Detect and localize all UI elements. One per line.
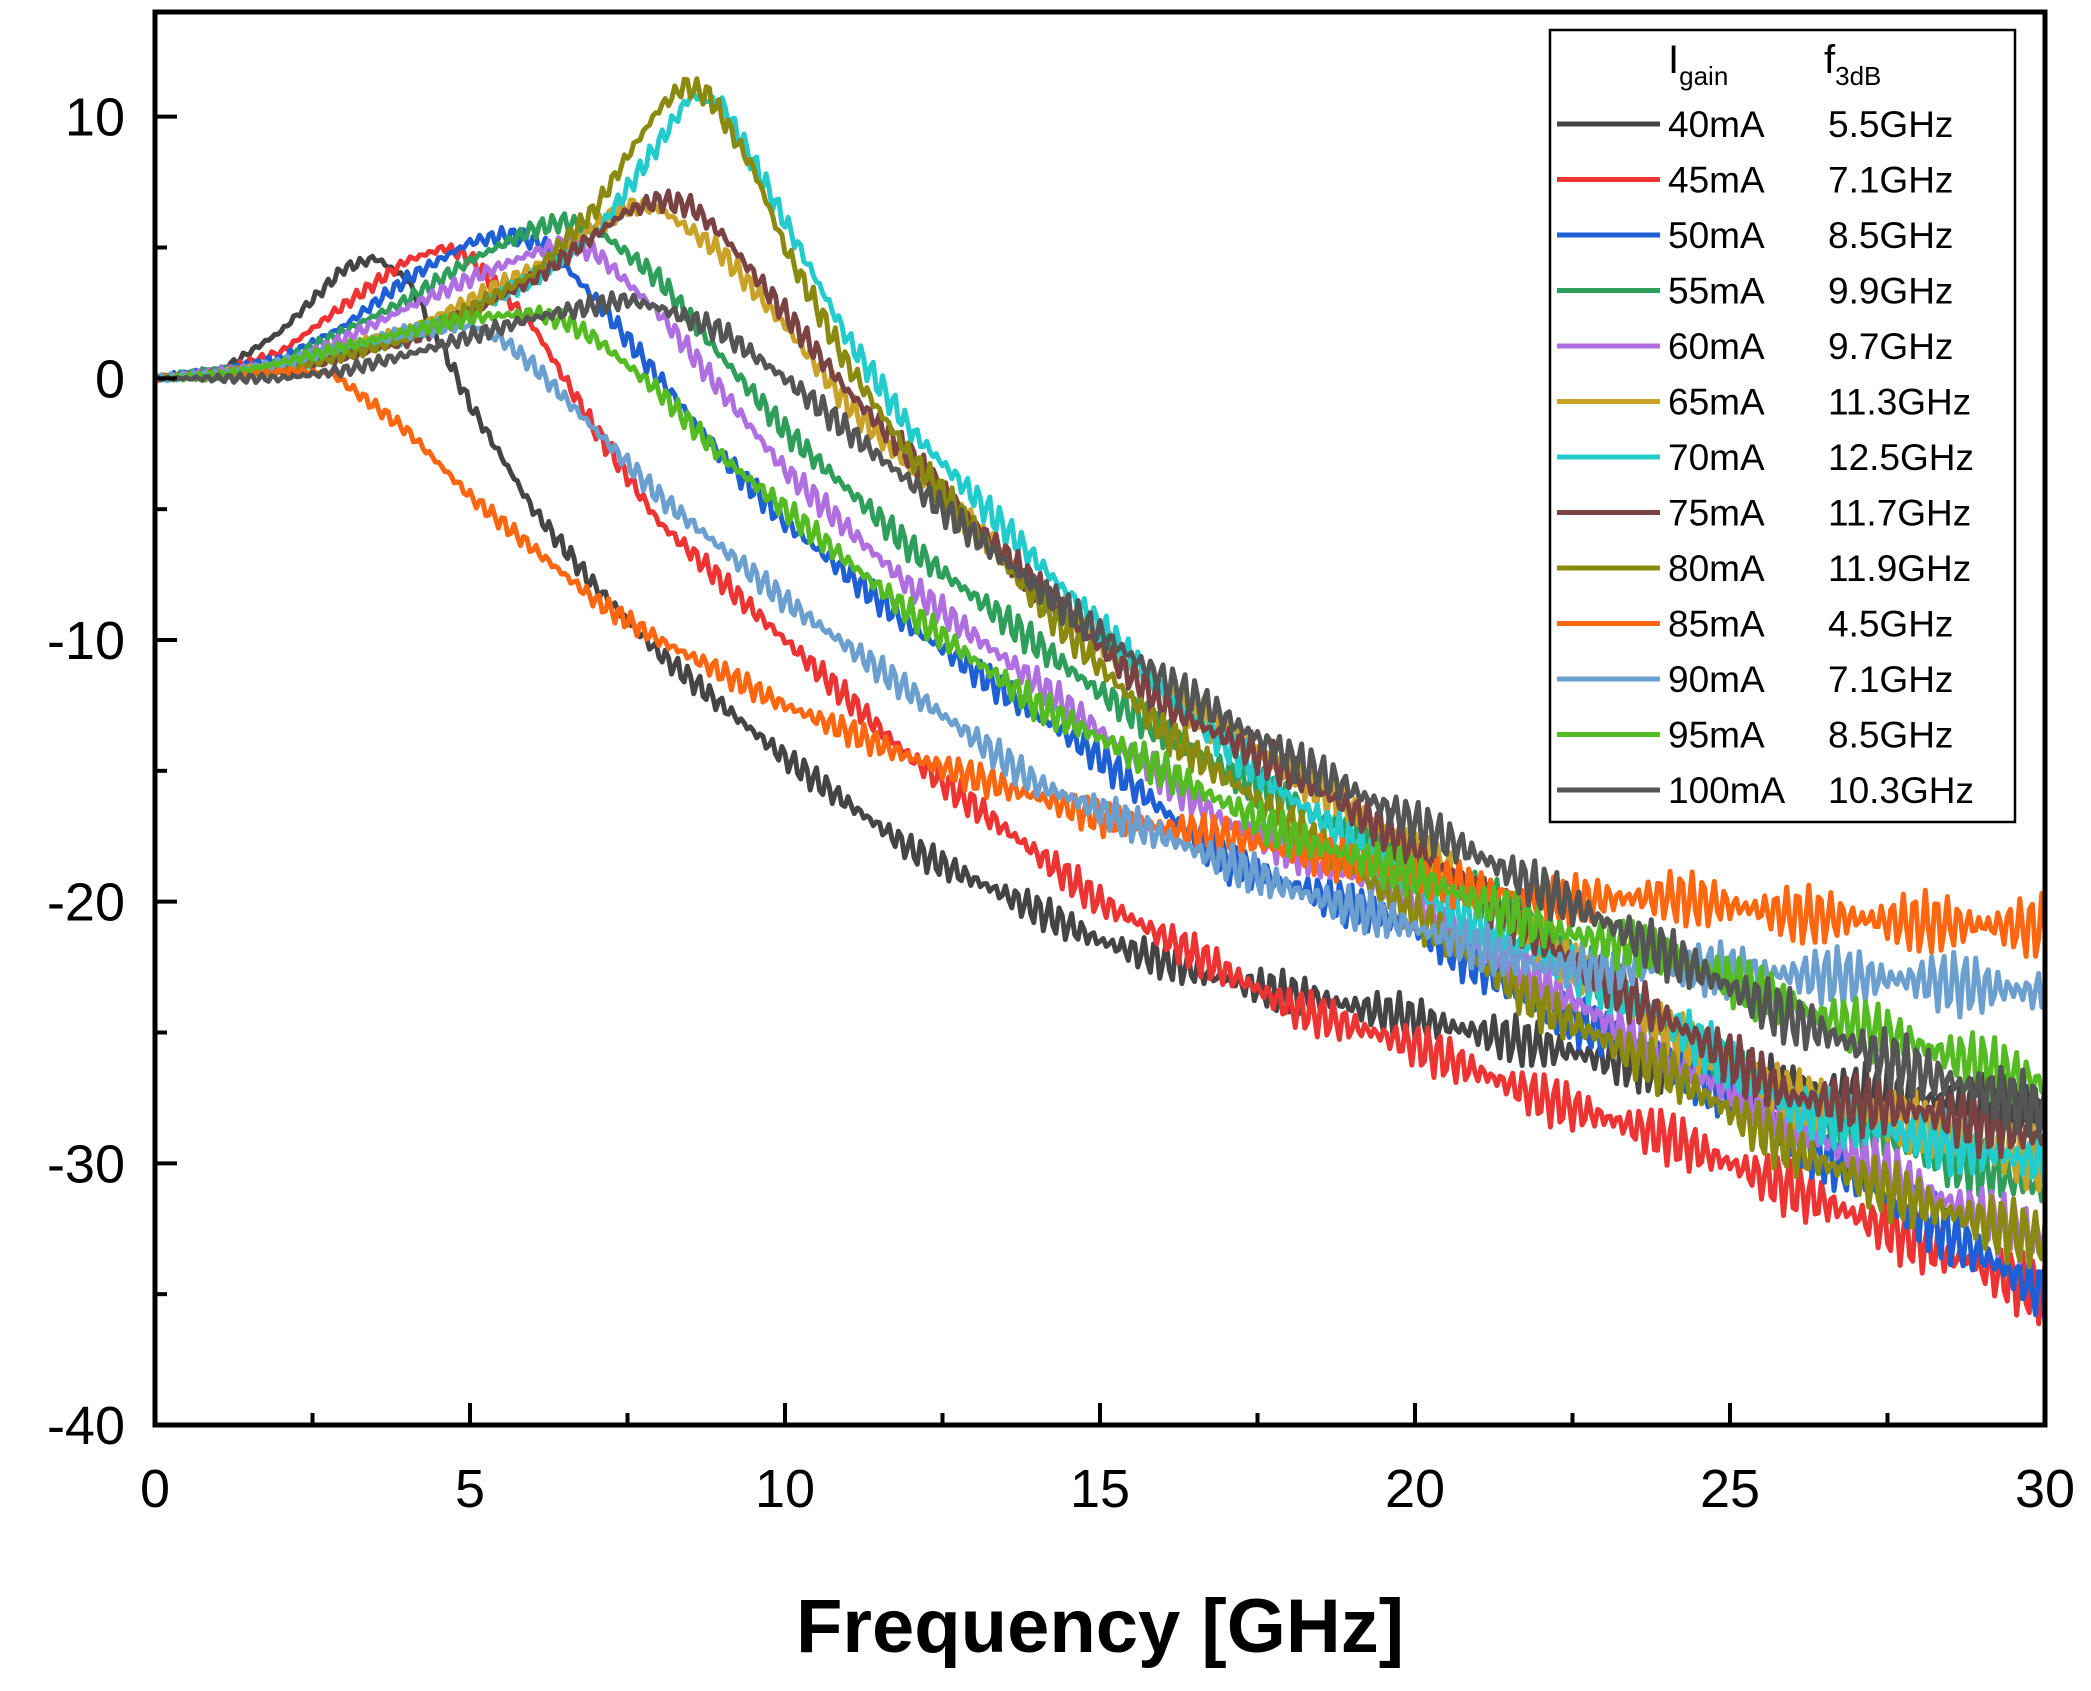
x-tick-label: 30 <box>2015 1459 2075 1519</box>
legend-f3db-label: 8.5GHz <box>1828 715 1953 756</box>
legend-entry: 65mA 11.3GHz <box>1557 382 1971 423</box>
series-line-100mA <box>154 290 2048 1140</box>
axes-layer: 0 5 10 15 20 25 30 -40 -30 -20 -10 0 10 <box>47 88 2075 1519</box>
series-line-95mA <box>154 304 2048 1105</box>
legend-f3db-label: 11.3GHz <box>1828 382 1971 423</box>
x-tick-label: 10 <box>755 1459 815 1519</box>
legend-box <box>1548 28 2017 824</box>
x-tick-label: 25 <box>1700 1459 1760 1519</box>
legend-current-label: 75mA <box>1668 493 1765 534</box>
legend-header-current: Igain <box>1668 38 1728 91</box>
legend-entry: 100mA 10.3GHz <box>1557 770 1974 811</box>
legend-entry: 90mA 7.1GHz <box>1557 659 1953 700</box>
legend-f3db-label: 11.7GHz <box>1828 493 1971 534</box>
legend-current-label: 50mA <box>1668 215 1765 256</box>
legend-entry: 80mA 11.9GHz <box>1557 548 1971 589</box>
legend-current-label: 85mA <box>1668 604 1765 645</box>
x-tick-label: 0 <box>140 1459 170 1519</box>
series-line-60mA <box>154 232 2048 1265</box>
y-tick-label: -40 <box>47 1396 125 1456</box>
legend-entries: 40mA 5.5GHz 45mA 7.1GHz 50mA 8.5GHz 55mA 9.9GHz… <box>1557 104 1974 811</box>
legend-current-label: 100mA <box>1668 770 1786 811</box>
series-layer <box>153 76 2048 1327</box>
legend-current-label: 70mA <box>1668 437 1765 478</box>
x-tick-label: 15 <box>1070 1459 1130 1519</box>
legend-f3db-label: 7.1GHz <box>1828 160 1953 201</box>
legend-f3db-label: 7.1GHz <box>1828 659 1953 700</box>
legend-entry: 45mA 7.1GHz <box>1557 160 1953 201</box>
legend-current-label: 65mA <box>1668 382 1765 423</box>
x-tick-label: 20 <box>1385 1459 1445 1519</box>
legend-entry: 40mA 5.5GHz <box>1557 104 1953 145</box>
y-tick-label: -30 <box>47 1134 125 1194</box>
legend-current-label: 90mA <box>1668 659 1765 700</box>
legend-current-label: 95mA <box>1668 715 1765 756</box>
x-tick-label: 5 <box>455 1459 485 1519</box>
legend-entry: 70mA 12.5GHz <box>1557 437 1974 478</box>
y-tick-label: -20 <box>47 873 125 933</box>
legend-current-label: 40mA <box>1668 104 1765 145</box>
y-tick-label: 10 <box>65 88 125 148</box>
legend-f3db-label: 11.9GHz <box>1828 548 1971 589</box>
legend-f3db-label: 5.5GHz <box>1828 104 1953 145</box>
y-tick-label: 0 <box>95 349 125 409</box>
legend-current-label: 60mA <box>1668 326 1765 367</box>
legend-f3db-label: 12.5GHz <box>1828 437 1974 478</box>
legend-entry: 85mA 4.5GHz <box>1557 604 1953 645</box>
legend-entry: 55mA 9.9GHz <box>1557 271 1953 312</box>
legend-entry: 50mA 8.5GHz <box>1557 215 1953 256</box>
legend-entry: 75mA 11.7GHz <box>1557 493 1971 534</box>
legend-header-f3db: f3dB <box>1824 38 1881 91</box>
x-axis-title: Frequency [GHz] <box>796 1584 1404 1669</box>
legend-current-label: 55mA <box>1668 271 1765 312</box>
legend-entry: 60mA 9.7GHz <box>1557 326 1953 367</box>
legend-f3db-label: 10.3GHz <box>1828 770 1974 811</box>
legend-f3db-label: 9.7GHz <box>1828 326 1953 367</box>
legend-f3db-label: 4.5GHz <box>1828 604 1953 645</box>
legend-current-label: 80mA <box>1668 548 1765 589</box>
legend-f3db-label: 8.5GHz <box>1828 215 1953 256</box>
legend-f3db-label: 9.9GHz <box>1828 271 1953 312</box>
legend: Igain f3dB 40mA 5.5GHz 45mA 7.1GHz 50mA 8.5GH… <box>1548 28 2017 824</box>
legend-current-label: 45mA <box>1668 160 1765 201</box>
series-line-90mA <box>153 320 2047 1020</box>
y-tick-label: -10 <box>47 611 125 671</box>
legend-entry: 95mA 8.5GHz <box>1557 715 1953 756</box>
